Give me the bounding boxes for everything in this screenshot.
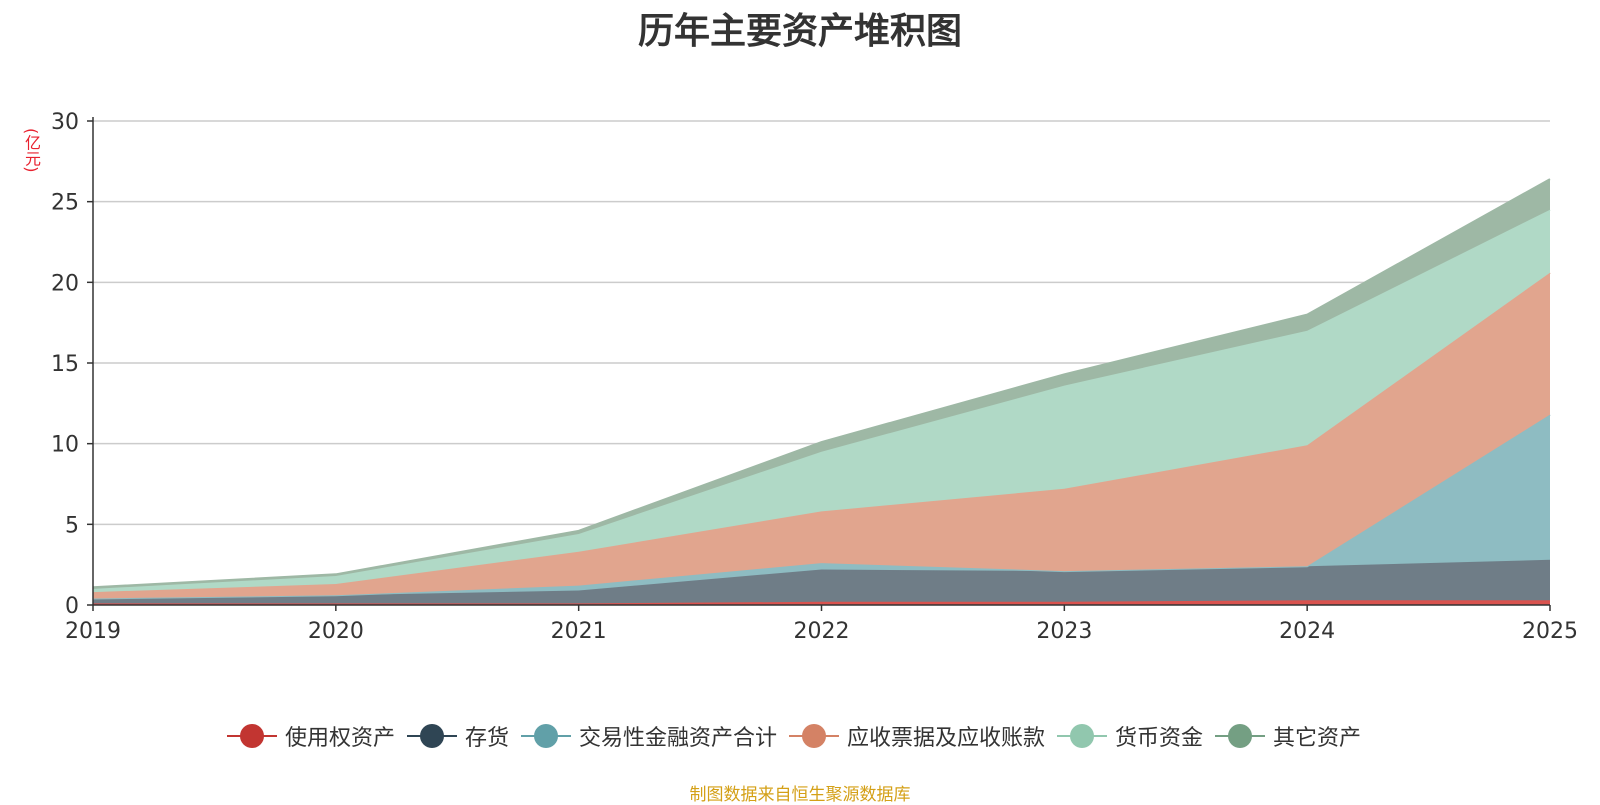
legend-item-4[interactable]: 货币资金 xyxy=(1057,720,1203,752)
chart-title: 历年主要资产堆积图 xyxy=(637,11,962,52)
legend-label: 货币资金 xyxy=(1115,726,1204,751)
series-line-5 xyxy=(92,178,1551,589)
y-tick-label: 0 xyxy=(65,594,79,619)
x-tick-label: 2021 xyxy=(551,619,607,644)
y-axis-unit-label: (亿元) xyxy=(22,127,41,173)
legend: 使用权资产 存货 交易性金融资产合计 应收票据及应收账款 货币资金 其它资产 xyxy=(0,718,1600,754)
x-tick-label: 2024 xyxy=(1279,619,1335,644)
legend-marker-icon xyxy=(789,724,839,748)
legend-marker-dot xyxy=(533,724,558,748)
area-series-1[interactable] xyxy=(93,559,1550,604)
legend-label: 应收票据及应收账款 xyxy=(847,726,1046,751)
legend-marker-icon xyxy=(226,724,277,748)
legend-marker-dot xyxy=(239,724,264,748)
legend-item-0[interactable]: 使用权资产 xyxy=(226,720,395,752)
legend-marker-dot xyxy=(802,724,826,748)
legend-label: 存货 xyxy=(464,726,509,751)
y-tick-label: 20 xyxy=(51,271,79,296)
legend-label: 使用权资产 xyxy=(284,726,395,751)
legend-item-3[interactable]: 应收票据及应收账款 xyxy=(789,720,1045,752)
legend-item-1[interactable]: 存货 xyxy=(406,720,509,752)
x-tick-label: 2019 xyxy=(65,619,121,644)
legend-item-5[interactable]: 其它资产 xyxy=(1215,720,1361,752)
source-note: 制图数据来自恒生聚源数据库 xyxy=(689,785,911,805)
legend-item-2[interactable]: 交易性金融资产合计 xyxy=(520,720,777,752)
legend-marker-icon xyxy=(520,724,571,748)
x-tick-label: 2020 xyxy=(308,619,364,644)
y-tick-label: 10 xyxy=(51,433,79,458)
area-series-4[interactable] xyxy=(93,209,1550,593)
x-tick-label: 2025 xyxy=(1522,619,1578,644)
legend-marker-dot xyxy=(1228,724,1253,748)
legend-marker-icon xyxy=(406,724,457,748)
y-tick-label: 30 xyxy=(51,110,79,135)
area-series-layer xyxy=(92,178,1551,605)
legend-marker-dot xyxy=(1070,724,1095,748)
y-tick-label: 25 xyxy=(51,191,79,216)
y-tick-label: 5 xyxy=(65,513,79,538)
legend-marker-icon xyxy=(1057,724,1108,748)
legend-label: 交易性金融资产合计 xyxy=(578,726,777,751)
x-tick-label: 2022 xyxy=(794,619,850,644)
legend-marker-icon xyxy=(1215,724,1266,748)
area-series-3[interactable] xyxy=(93,272,1550,599)
legend-label: 其它资产 xyxy=(1273,726,1362,751)
x-tick-label: 2023 xyxy=(1036,619,1092,644)
legend-marker-dot xyxy=(419,724,444,748)
y-tick-label: 15 xyxy=(51,352,79,377)
